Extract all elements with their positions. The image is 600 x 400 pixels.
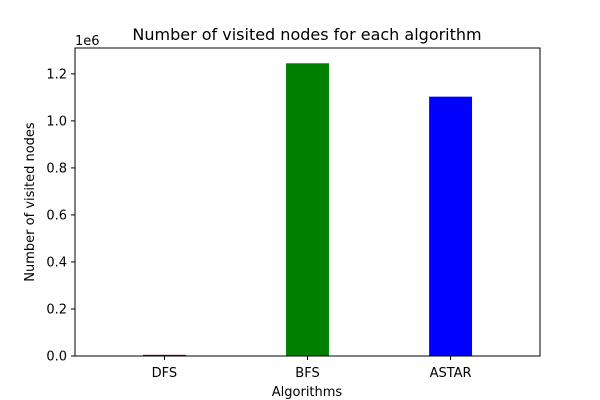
y-tick-label: 0.0 — [46, 350, 67, 365]
x-axis-label: Algorithms — [272, 385, 343, 400]
x-tick-label: DFS — [152, 366, 178, 381]
y-tick-label: 1.0 — [46, 114, 67, 129]
x-tick-label: ASTAR — [430, 366, 472, 381]
y-tick-label: 0.2 — [46, 302, 67, 317]
y-tick-label: 0.4 — [46, 255, 67, 270]
bar-dfs — [142, 354, 186, 356]
x-tick-label: BFS — [295, 366, 319, 381]
y-axis-offset-label: 1e6 — [75, 34, 100, 49]
y-tick-label: 0.8 — [46, 161, 67, 176]
bar-bfs — [286, 63, 329, 356]
axes-frame — [74, 47, 541, 357]
y-tick-label: 1.2 — [46, 67, 67, 82]
plot-area: DFS BFS ASTAR 0.0 0.2 0.4 0.6 0.8 1.0 1.2 — [46, 47, 541, 381]
chart-title: Number of visited nodes for each algorit… — [132, 25, 481, 44]
y-axis-label: Number of visited nodes — [23, 122, 38, 282]
y-tick-label: 0.6 — [46, 208, 67, 223]
bar-astar — [429, 96, 473, 357]
